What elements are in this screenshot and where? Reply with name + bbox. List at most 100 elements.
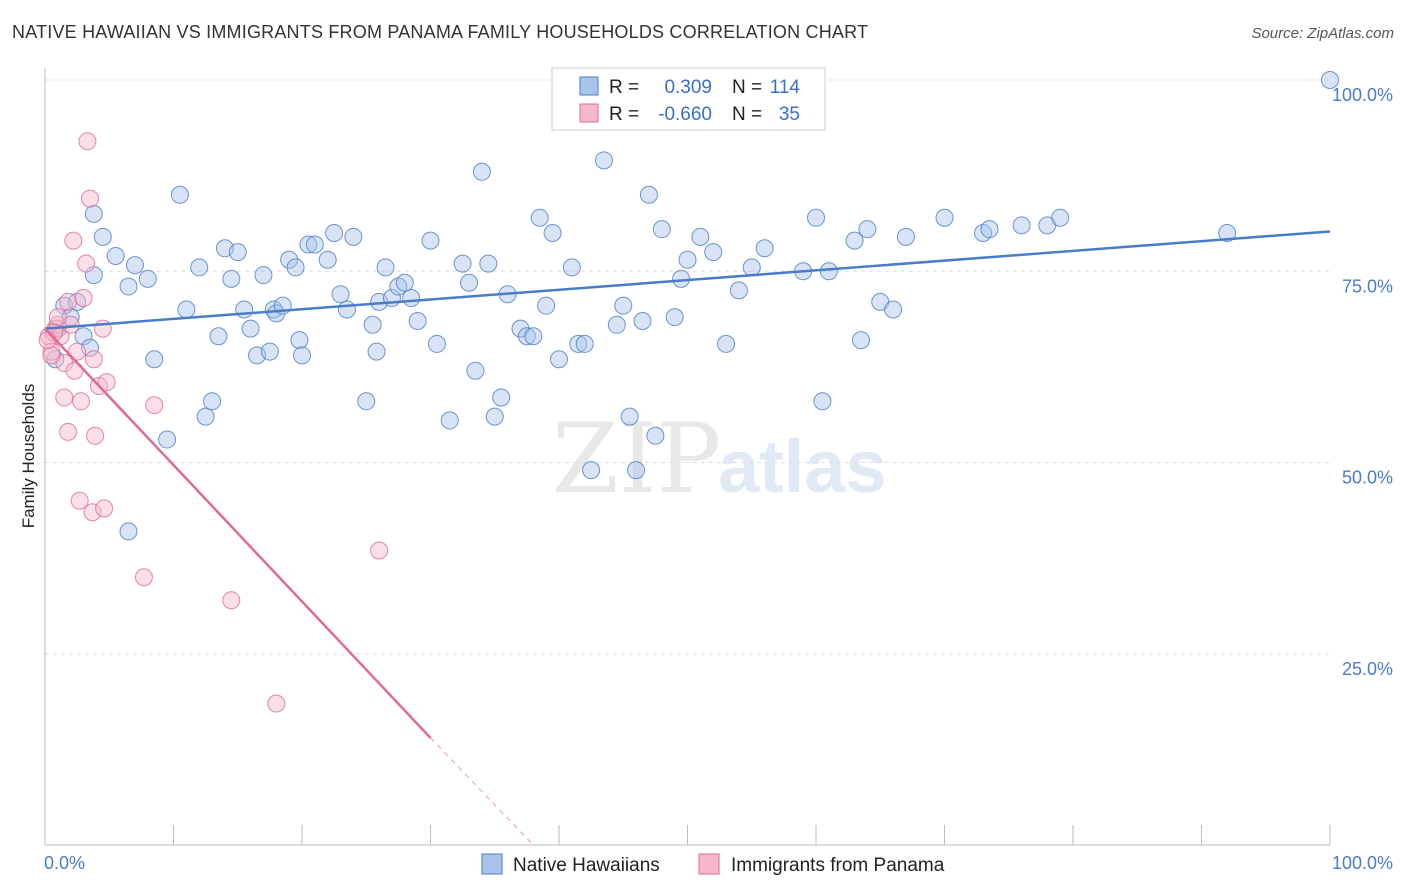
point-native-hawaiians	[125, 256, 144, 275]
point-native-hawaiians	[119, 522, 138, 541]
point-native-hawaiians	[485, 407, 504, 426]
legend-n-label-blue: N =	[732, 77, 762, 98]
point-native-hawaiians	[119, 277, 138, 296]
point-native-hawaiians	[106, 246, 125, 265]
series-native-hawaiians	[46, 71, 1339, 541]
point-immigrants-from-panama	[38, 331, 57, 350]
point-immigrants-from-panama	[97, 373, 116, 392]
point-immigrants-from-panama	[71, 392, 90, 411]
point-native-hawaiians	[357, 392, 376, 411]
point-native-hawaiians	[607, 315, 626, 334]
trend-line-native-hawaiians	[44, 230, 1331, 330]
point-native-hawaiians	[254, 266, 273, 285]
point-native-hawaiians	[367, 342, 386, 361]
point-native-hawaiians	[807, 208, 825, 227]
point-native-hawaiians	[376, 258, 395, 277]
legend-n-value-pink: 35	[779, 104, 800, 125]
point-native-hawaiians	[196, 407, 215, 426]
svg-text:atlas: atlas	[718, 425, 887, 508]
trend-line-immigrants-from-panama	[44, 327, 432, 739]
point-native-hawaiians	[286, 258, 305, 277]
y-tick-label: 50.0%	[1342, 468, 1393, 488]
point-native-hawaiians	[280, 250, 299, 269]
series-immigrants-from-panama	[38, 132, 389, 713]
watermark: ZIP atlas	[552, 403, 887, 515]
legend-r-value-blue: 0.309	[664, 77, 712, 98]
point-native-hawaiians	[691, 227, 710, 246]
point-native-hawaiians	[402, 289, 421, 308]
point-immigrants-from-panama	[48, 308, 67, 327]
point-native-hawaiians	[1321, 71, 1339, 89]
point-native-hawaiians	[851, 331, 870, 350]
point-native-hawaiians	[517, 327, 536, 346]
point-native-hawaiians	[267, 304, 286, 323]
point-native-hawaiians	[665, 308, 684, 327]
legend-n-value-blue: 114	[770, 77, 801, 98]
point-immigrants-from-panama	[68, 342, 87, 361]
legend-r-value-pink: -0.660	[658, 104, 712, 125]
grid	[45, 79, 1330, 655]
point-immigrants-from-panama	[145, 396, 164, 415]
y-tick-label: 100.0%	[1332, 85, 1393, 105]
point-native-hawaiians	[479, 254, 498, 273]
point-native-hawaiians	[318, 250, 337, 269]
point-native-hawaiians	[652, 220, 671, 239]
point-native-hawaiians	[228, 243, 247, 262]
point-native-hawaiians	[633, 311, 652, 330]
point-native-hawaiians	[472, 162, 491, 181]
point-native-hawaiians	[453, 254, 472, 273]
trend-lines	[44, 230, 1331, 846]
y-tick-labels: 25.0% 50.0% 75.0% 100.0%	[1332, 85, 1393, 679]
point-native-hawaiians	[819, 262, 838, 281]
point-immigrants-from-panama	[222, 591, 241, 610]
trend-line-extension	[430, 737, 534, 846]
bottom-legend-swatch-pink	[698, 853, 720, 875]
point-immigrants-from-panama	[42, 342, 61, 361]
point-immigrants-from-panama	[86, 426, 105, 445]
point-native-hawaiians	[582, 461, 601, 480]
point-native-hawaiians	[344, 227, 363, 246]
point-native-hawaiians	[896, 227, 915, 246]
point-immigrants-from-panama	[77, 254, 96, 273]
point-native-hawaiians	[980, 220, 999, 239]
point-immigrants-from-panama	[370, 541, 389, 560]
point-native-hawaiians	[305, 235, 324, 254]
point-native-hawaiians	[813, 392, 832, 411]
point-native-hawaiians	[158, 430, 177, 449]
point-immigrants-from-panama	[59, 292, 78, 311]
point-native-hawaiians	[145, 350, 164, 369]
point-native-hawaiians	[260, 342, 279, 361]
point-native-hawaiians	[1051, 208, 1070, 227]
bottom-legend-label-pink: Immigrants from Panama	[731, 855, 945, 876]
point-native-hawaiians	[290, 331, 309, 350]
legend: R = 0.309 N = 114 R = -0.660 N = 35	[551, 67, 826, 131]
point-native-hawaiians	[331, 285, 350, 304]
point-native-hawaiians	[177, 300, 196, 319]
point-native-hawaiians	[594, 151, 613, 170]
y-tick-label: 25.0%	[1342, 659, 1393, 679]
point-native-hawaiians	[858, 220, 877, 239]
bottom-legend-label-blue: Native Hawaiians	[513, 855, 660, 876]
point-native-hawaiians	[293, 346, 311, 365]
point-native-hawaiians	[1218, 224, 1237, 242]
point-native-hawaiians	[466, 361, 485, 380]
point-native-hawaiians	[550, 350, 568, 369]
point-native-hawaiians	[935, 208, 954, 227]
point-native-hawaiians	[639, 185, 658, 204]
legend-r-label-blue: R =	[609, 77, 639, 98]
point-native-hawaiians	[74, 327, 93, 346]
point-native-hawaiians	[460, 273, 479, 292]
point-native-hawaiians	[492, 388, 511, 407]
legend-r-label-pink: R =	[609, 104, 639, 125]
point-immigrants-from-panama	[59, 422, 78, 441]
point-native-hawaiians	[704, 243, 723, 262]
point-native-hawaiians	[729, 281, 748, 300]
point-native-hawaiians	[209, 327, 228, 346]
point-native-hawaiians	[884, 300, 903, 319]
point-immigrants-from-panama	[84, 350, 103, 369]
point-native-hawaiians	[646, 426, 665, 445]
point-native-hawaiians	[543, 224, 562, 242]
point-native-hawaiians	[678, 250, 697, 269]
point-immigrants-from-panama	[64, 231, 83, 250]
point-native-hawaiians	[337, 300, 356, 319]
